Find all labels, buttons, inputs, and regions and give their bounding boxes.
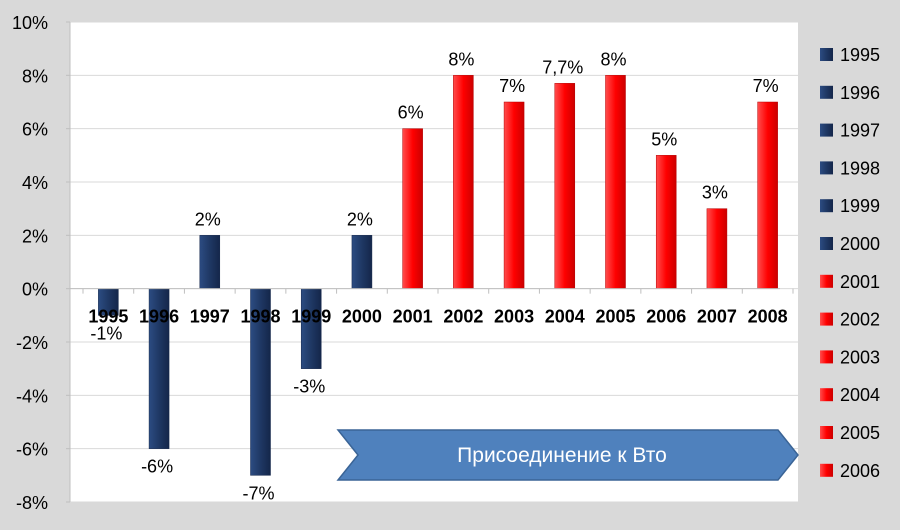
legend-item-2004: 2004	[820, 385, 880, 405]
data-label-1998: -7%	[242, 483, 274, 503]
plot-area	[70, 22, 798, 502]
y-tick-label: 6%	[22, 120, 48, 140]
bar-2008	[757, 101, 778, 289]
legend-item-1996: 1996	[820, 83, 880, 103]
x-tick-label-2008: 2008	[748, 307, 788, 327]
x-tick-label-1997: 1997	[190, 307, 230, 327]
x-tick-label-2003: 2003	[494, 307, 534, 327]
data-label-2003: 7%	[499, 76, 525, 96]
bar-2000	[351, 235, 373, 289]
legend-label: 1998	[840, 158, 880, 178]
bar-2001	[402, 128, 423, 289]
bar-2002	[453, 75, 474, 289]
data-label-2006: 5%	[651, 129, 677, 149]
data-label-2002: 8%	[448, 49, 474, 69]
bars	[98, 75, 778, 476]
x-tick-label-1999: 1999	[291, 307, 331, 327]
legend-label: 2004	[840, 385, 880, 405]
data-label-1996: -6%	[141, 457, 173, 477]
legend-item-2006: 2006	[820, 461, 880, 481]
bar-2006	[655, 155, 677, 289]
y-tick-label: -8%	[16, 493, 48, 513]
x-tick-label-1995: 1995	[88, 307, 128, 327]
legend-label: 2001	[840, 272, 880, 292]
x-tick-label-2000: 2000	[342, 307, 382, 327]
data-labels: -1% -6% 2% -7% -3% 2% 6% 8% 7% 7,7% 8% 5% 3% 7%	[90, 49, 778, 503]
bar-2007	[706, 208, 728, 289]
y-tick-label: 0%	[22, 280, 48, 300]
legend-label: 1999	[840, 196, 880, 216]
legend-item-2001: 2001	[820, 272, 880, 292]
y-tick-label: -6%	[16, 440, 48, 460]
legend-swatch	[820, 312, 833, 326]
x-tick-label-1996: 1996	[139, 307, 179, 327]
data-label-1995: -1%	[90, 323, 122, 343]
data-label-2000: 2%	[347, 209, 373, 229]
y-tick-label: -2%	[16, 333, 48, 353]
x-tick-label-2005: 2005	[595, 307, 635, 327]
data-label-2004: 7,7%	[542, 57, 583, 77]
legend-label: 1995	[840, 45, 880, 65]
legend-item-1995: 1995	[820, 45, 880, 65]
legend-item-2002: 2002	[820, 310, 880, 330]
legend-swatch	[820, 274, 833, 288]
legend-swatch	[820, 350, 833, 364]
x-tick-label-2001: 2001	[393, 307, 433, 327]
x-tick-label-2002: 2002	[443, 307, 483, 327]
legend-label: 2005	[840, 423, 880, 443]
bar-1997	[199, 235, 221, 289]
data-label-2001: 6%	[398, 103, 424, 123]
y-tick-label: 8%	[22, 66, 48, 86]
wto-arrow-shape	[336, 429, 799, 481]
x-axis: 1995 1996 1997 1998 1999 2000 2001 2002 2003 2004…	[70, 288, 794, 327]
data-label-1999: -3%	[293, 377, 325, 397]
legend-swatch	[820, 388, 833, 402]
legend-item-1998: 1998	[820, 158, 880, 178]
data-label-2005: 8%	[600, 49, 626, 69]
legend-swatch	[820, 85, 833, 99]
legend-item-2000: 2000	[820, 234, 880, 254]
x-tick-label-2007: 2007	[697, 307, 737, 327]
legend-item-2005: 2005	[820, 423, 880, 443]
data-label-2007: 3%	[702, 183, 728, 203]
x-tick-label-1998: 1998	[240, 307, 280, 327]
bar-2004	[554, 83, 576, 289]
data-label-1997: 2%	[195, 209, 221, 229]
y-tick-label: 10%	[12, 13, 48, 33]
x-tick-label-2004: 2004	[545, 307, 585, 327]
legend-swatch	[820, 123, 833, 137]
legend-swatch	[820, 48, 833, 61]
y-tick-label: 2%	[22, 226, 48, 246]
legend-swatch	[820, 237, 833, 250]
legend-label: 1996	[840, 83, 880, 103]
legend: 1995 1996 1997 1998 1999 2000 2001 2002 2003 2004…	[820, 45, 880, 481]
legend-label: 2006	[840, 461, 880, 481]
bar-2005	[605, 75, 626, 289]
legend-swatch	[820, 199, 833, 213]
legend-swatch	[820, 463, 833, 477]
legend-item-2003: 2003	[820, 347, 880, 367]
legend-swatch	[820, 426, 833, 439]
annotation: Присоединение к Вто	[336, 429, 799, 481]
x-tick-label-2006: 2006	[646, 307, 686, 327]
y-axis: 10% 8% 6% 4% 2% 0% -2% -4% -6% -8%	[12, 13, 71, 513]
legend-label: 2000	[840, 234, 880, 254]
bar-1999	[300, 288, 322, 369]
legend-label: 2003	[840, 347, 880, 367]
legend-item-1999: 1999	[820, 196, 880, 216]
y-tick-label: -4%	[16, 386, 48, 406]
legend-label: 2002	[840, 310, 880, 330]
y-tick-label: 4%	[22, 173, 48, 193]
bar-2003	[503, 101, 525, 289]
legend-item-1997: 1997	[820, 121, 880, 141]
wto-annotation-text: Присоединение к Вто	[457, 444, 667, 467]
data-label-2008: 7%	[753, 76, 779, 96]
legend-label: 1997	[840, 121, 880, 141]
legend-swatch	[820, 161, 833, 175]
